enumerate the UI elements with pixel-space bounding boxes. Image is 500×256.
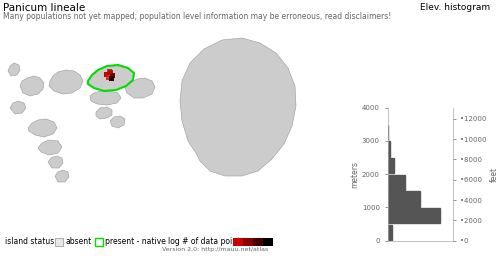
Bar <box>106 75 111 80</box>
Text: present - native: present - native <box>105 238 166 247</box>
Text: island status: island status <box>5 238 54 247</box>
Bar <box>388 142 390 157</box>
Polygon shape <box>8 63 20 76</box>
Polygon shape <box>96 107 112 119</box>
Bar <box>243 238 253 246</box>
Y-axis label: meters: meters <box>350 161 359 188</box>
Polygon shape <box>20 76 44 96</box>
Polygon shape <box>10 101 26 114</box>
Bar <box>388 208 440 223</box>
Polygon shape <box>38 140 62 155</box>
Polygon shape <box>49 70 83 94</box>
Bar <box>388 191 420 207</box>
Bar <box>388 175 405 190</box>
Text: log # of data points: log # of data points <box>168 238 244 247</box>
Bar <box>109 76 114 81</box>
Bar <box>107 69 112 74</box>
Bar <box>388 225 392 240</box>
Text: Many populations not yet mapped; population level information may be erroneous, : Many populations not yet mapped; populat… <box>3 12 391 21</box>
Polygon shape <box>55 170 69 182</box>
Bar <box>388 158 394 173</box>
Bar <box>110 73 115 78</box>
Text: absent: absent <box>65 238 91 247</box>
Polygon shape <box>110 116 125 128</box>
Polygon shape <box>28 119 57 137</box>
Bar <box>95 238 103 246</box>
Polygon shape <box>48 156 63 168</box>
Bar <box>104 72 109 77</box>
Polygon shape <box>125 78 155 98</box>
Y-axis label: feet: feet <box>490 166 498 182</box>
Polygon shape <box>90 91 121 105</box>
Polygon shape <box>180 38 296 176</box>
Text: Version 2.0: http://mauu.net/atlas: Version 2.0: http://mauu.net/atlas <box>162 247 268 252</box>
Text: Elev. histogram: Elev. histogram <box>420 3 490 12</box>
Bar <box>55 238 63 246</box>
Bar <box>263 238 273 246</box>
Bar <box>253 238 263 246</box>
Bar <box>233 238 243 246</box>
Text: Panicum lineale: Panicum lineale <box>3 3 85 13</box>
Bar <box>108 70 113 75</box>
Polygon shape <box>88 65 134 91</box>
